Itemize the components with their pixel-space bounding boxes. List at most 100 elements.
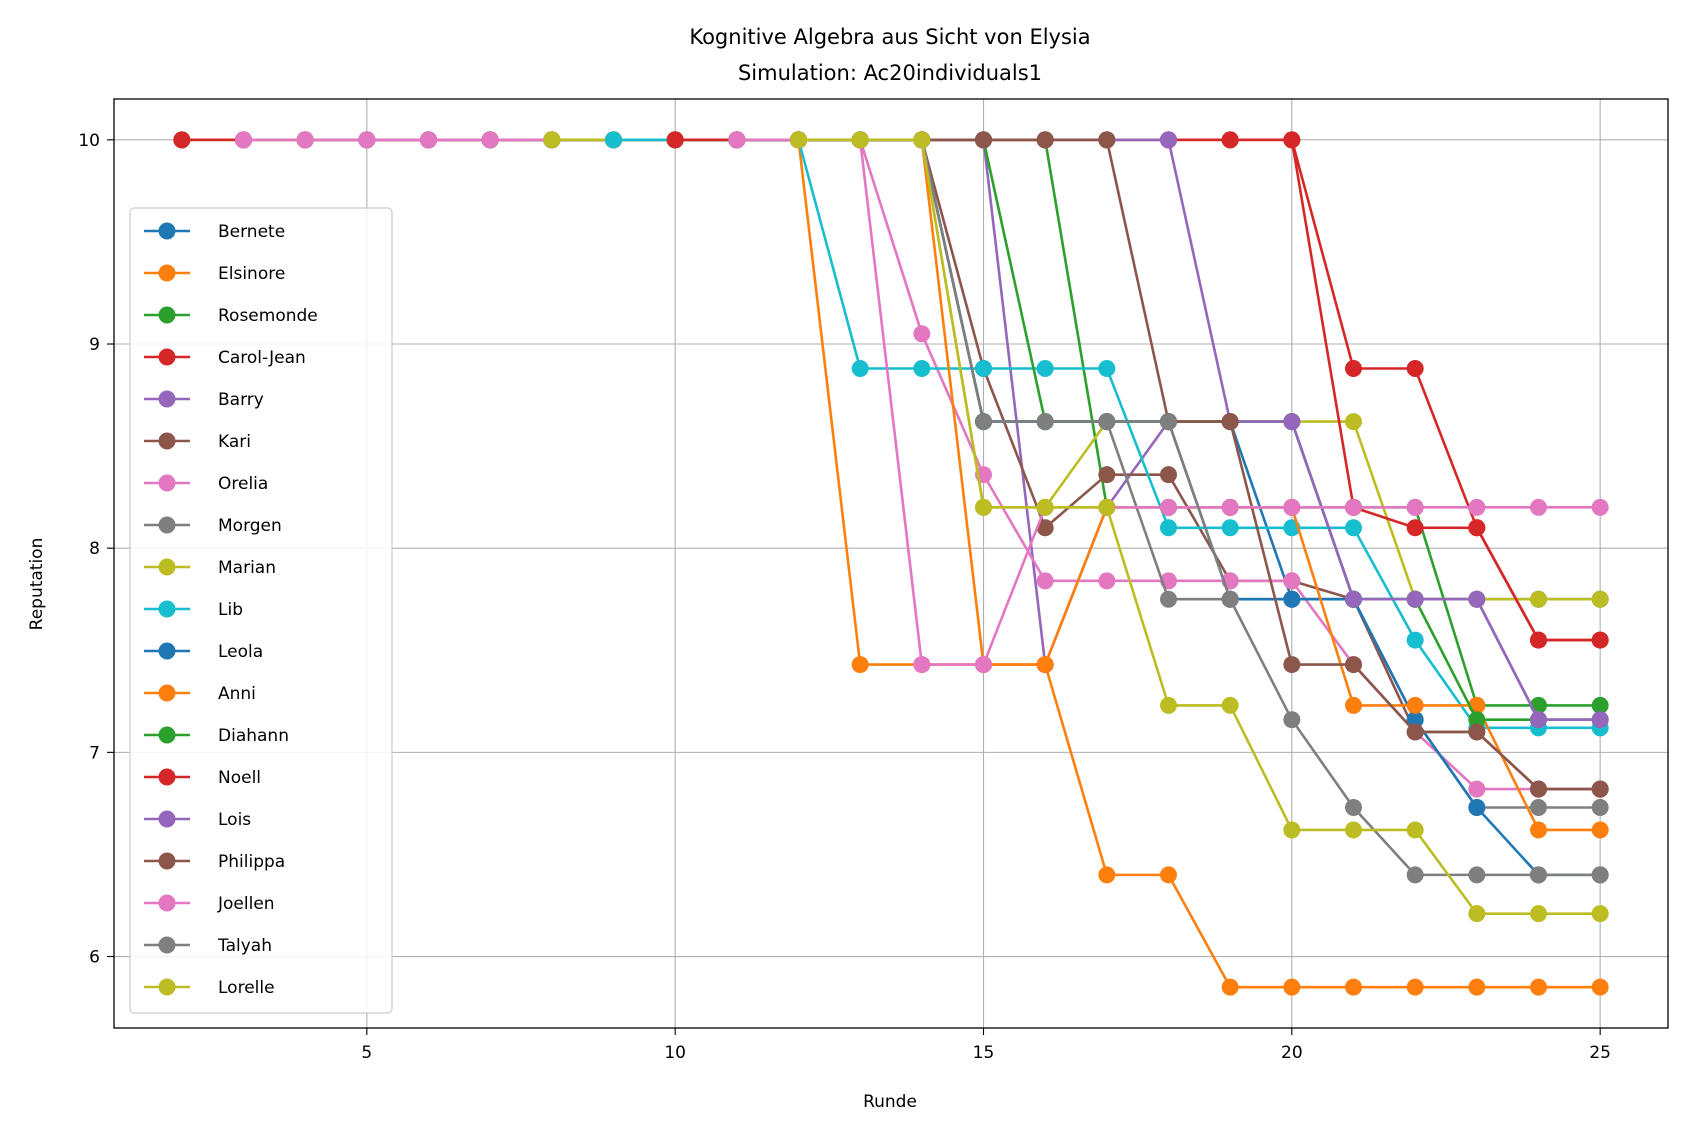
legend-marker [158,894,176,912]
data-point [851,360,869,378]
data-point [1591,798,1609,816]
legend-label: Lib [218,600,243,620]
data-point [913,360,931,378]
data-point [1283,711,1301,729]
data-point [851,656,869,674]
legend-item: Rosemonde [144,306,318,326]
legend-label: Elsinore [218,264,285,284]
data-point [1098,466,1116,484]
legend-label: Anni [218,684,256,704]
data-point [1591,978,1609,996]
legend-label: Lorelle [218,978,275,998]
legend-marker [158,348,176,366]
legend-item: Barry [144,390,264,410]
legend-item: Lois [144,810,251,830]
data-point [1406,360,1424,378]
data-point [1160,413,1177,431]
data-point [358,131,376,149]
data-point [1160,131,1177,149]
data-point [975,656,992,674]
chart-subtitle: Simulation: Ac20individuals1 [738,61,1042,85]
data-point [1221,131,1239,149]
legend-marker [158,558,176,576]
legend: Bernete Elsinore Rosemonde Carol-Jean Barry K… [129,207,393,1014]
data-point [1530,631,1547,649]
data-point [1221,498,1239,516]
legend-marker [158,390,176,408]
legend-item: Lorelle [144,978,275,998]
series-lorelle [790,131,1609,923]
data-point [420,131,437,149]
data-point [1530,978,1547,996]
data-point [1345,413,1362,431]
data-point [1283,498,1301,516]
data-point [296,131,314,149]
data-point [1530,498,1547,516]
data-point [975,413,992,431]
legend-item: Talyah [144,936,272,956]
data-point [1406,498,1424,516]
legend-label: Philippa [218,852,285,872]
data-point [1530,821,1547,839]
data-point [975,131,992,149]
data-point [1345,498,1362,516]
data-point [1283,978,1301,996]
data-point [1221,590,1239,608]
legend-marker [158,264,176,282]
data-point [1036,360,1054,378]
legend-item: Leola [144,642,263,662]
data-point [1468,519,1486,537]
data-point [1468,711,1486,729]
y-tick-label: 7 [89,743,100,763]
legend-marker [158,432,176,450]
data-point [1221,978,1239,996]
data-point [1406,978,1424,996]
y-axis-label: Reputation [27,538,47,631]
data-point [1406,696,1424,714]
data-point [235,131,252,149]
data-point [1468,866,1486,884]
data-point [1098,360,1116,378]
x-tick-label: 25 [1589,1043,1611,1063]
chart-title: Kognitive Algebra aus Sicht von Elysia [689,25,1090,49]
y-tick-label: 8 [89,539,100,559]
data-point [173,131,191,149]
data-point [1406,711,1424,729]
legend-label: Kari [218,432,251,452]
legend-label: Rosemonde [218,306,318,326]
data-point [1160,519,1177,537]
data-point [851,131,869,149]
legend-item: Philippa [144,852,285,872]
data-point [1221,696,1239,714]
data-point [1283,821,1301,839]
legend-item: Morgen [144,516,282,536]
legend-item: Elsinore [144,264,285,284]
data-point [1591,866,1609,884]
y-tick-label: 6 [89,948,100,968]
data-point [1160,866,1177,884]
x-tick-label: 5 [361,1043,372,1063]
data-point [1098,572,1116,590]
data-point [1283,131,1301,149]
legend-label: Noell [218,768,261,788]
data-point [1406,519,1424,537]
data-point [1036,131,1054,149]
x-tick-label: 10 [664,1043,686,1063]
legend-marker [158,516,176,534]
legend-label: Talyah [217,936,272,956]
legend-marker [158,978,176,996]
legend-label: Marian [218,558,276,578]
data-point [1036,519,1054,537]
data-point [1468,590,1486,608]
data-point [1345,821,1362,839]
legend-item: Kari [144,432,251,452]
data-point [1098,866,1116,884]
data-point [1160,696,1177,714]
legend-label: Joellen [217,894,275,914]
legend-label: Carol-Jean [218,348,306,368]
data-point [666,131,684,149]
data-point [1098,131,1116,149]
data-point [1468,723,1486,741]
plot-area: 5 10 15 20 25 6 7 8 9 10 [78,98,1669,1063]
